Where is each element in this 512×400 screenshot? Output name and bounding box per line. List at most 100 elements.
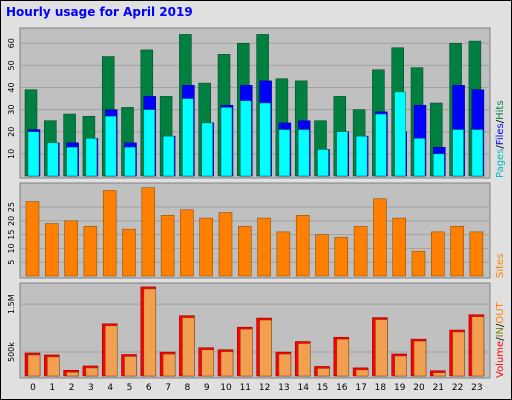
volume-out-bar	[240, 328, 253, 377]
sites-bar	[334, 237, 349, 277]
sites-bar	[238, 226, 252, 277]
sites-bar	[218, 212, 233, 277]
volume-out-bar	[27, 354, 41, 377]
y-tick-label: 20	[7, 127, 16, 137]
sites-bar	[257, 217, 271, 277]
y-tick-label: 30	[7, 105, 16, 115]
volume-out-bar	[104, 325, 118, 377]
x-tick-label: 23	[471, 383, 482, 393]
sites-bar	[199, 217, 213, 277]
x-tick-label: 18	[375, 383, 387, 393]
x-tick-label: 12	[259, 383, 270, 393]
sites-bar	[392, 217, 406, 277]
pages-bar	[394, 91, 406, 177]
pages-bar	[259, 102, 271, 177]
pages-bar	[297, 129, 310, 177]
volume-out-bar	[336, 338, 350, 377]
sites-bar	[141, 187, 156, 277]
volume-out-bar	[259, 319, 272, 377]
x-tick-label: 1	[49, 383, 55, 393]
pages-bar	[47, 142, 59, 177]
pages-bar	[182, 98, 194, 177]
y-tick-label: 1.5M	[7, 294, 16, 314]
x-tick-label: 16	[336, 383, 348, 393]
volume-out-bar	[66, 372, 79, 377]
sites-bar	[83, 226, 98, 277]
sites-bar	[64, 220, 78, 277]
pages-bar	[471, 129, 484, 177]
y-tick-label: 25	[7, 202, 16, 212]
sites-bar	[431, 231, 445, 277]
x-tick-label: 8	[185, 383, 191, 393]
sites-bar	[315, 234, 329, 277]
x-tick-label: 9	[204, 383, 210, 393]
sites-bar	[469, 231, 484, 277]
sites-bar	[45, 223, 59, 277]
sites-bar	[276, 231, 291, 277]
legend-separator: /	[495, 119, 506, 123]
pages-bar	[336, 131, 349, 177]
x-tick-label: 3	[88, 383, 94, 393]
y-tick-label: 10	[7, 149, 16, 159]
pages-bar	[66, 146, 78, 177]
volume-out-bar	[220, 351, 234, 377]
x-tick-label: 10	[220, 383, 232, 393]
volume-out-bar	[452, 331, 465, 377]
volume-out-bar	[413, 340, 427, 377]
volume-out-bar	[85, 367, 99, 377]
legend-separator: /	[495, 337, 506, 341]
volume-out-bar	[278, 353, 292, 377]
sites-bar	[160, 215, 175, 277]
x-tick-label: 21	[433, 383, 444, 393]
volume-out-bar	[201, 349, 214, 377]
y-tick-label: 60	[7, 38, 16, 48]
pages-bar	[240, 100, 252, 177]
x-tick-label: 0	[30, 383, 36, 393]
y-tick-label: 20	[7, 216, 16, 226]
volume-out-bar	[355, 369, 369, 377]
volume-out-bar	[394, 355, 407, 377]
sites-bar	[180, 209, 194, 277]
x-tick-label: 4	[107, 383, 113, 393]
chart-title: Hourly usage for April 2019	[6, 5, 193, 19]
volume-out-bar	[124, 356, 137, 377]
legend-in: IN	[495, 327, 506, 337]
volume-out-bar	[471, 316, 485, 377]
pages-bar	[433, 153, 445, 177]
volume-out-bar	[182, 317, 195, 377]
sites-bar	[411, 250, 426, 277]
x-tick-label: 20	[413, 383, 425, 393]
sites-bar	[450, 226, 464, 277]
pages-bar	[143, 109, 156, 177]
pages-bar	[317, 149, 329, 177]
pages-bar	[201, 122, 213, 177]
sites-bar	[295, 215, 310, 277]
volume-out-bar	[143, 288, 157, 377]
sites-bar	[373, 198, 387, 277]
volume-out-bar	[297, 343, 311, 377]
x-tick-label: 17	[355, 383, 366, 393]
pages-bar	[413, 138, 426, 177]
pages-bar	[375, 113, 387, 177]
x-tick-label: 19	[394, 383, 406, 393]
y-tick-label: 40	[7, 82, 16, 92]
x-tick-label: 2	[69, 383, 75, 393]
pages-bar	[355, 135, 368, 177]
pages-bar	[452, 129, 464, 177]
x-tick-label: 13	[278, 383, 289, 393]
volume-out-bar	[433, 372, 446, 377]
y-tick-label: 50	[7, 60, 16, 70]
x-tick-label: 22	[452, 383, 463, 393]
sites-legend: Sites	[495, 254, 506, 278]
sites-bar	[353, 226, 368, 277]
pages-bar	[278, 129, 291, 177]
legend-separator: /	[495, 145, 506, 149]
legend-files: Files	[495, 123, 506, 145]
y-tick-label: 500k	[7, 342, 16, 362]
volume-out-bar	[375, 319, 388, 377]
sites-bar	[122, 228, 136, 277]
x-tick-label: 5	[127, 383, 133, 393]
x-tick-label: 6	[146, 383, 152, 393]
x-tick-label: 11	[240, 383, 251, 393]
